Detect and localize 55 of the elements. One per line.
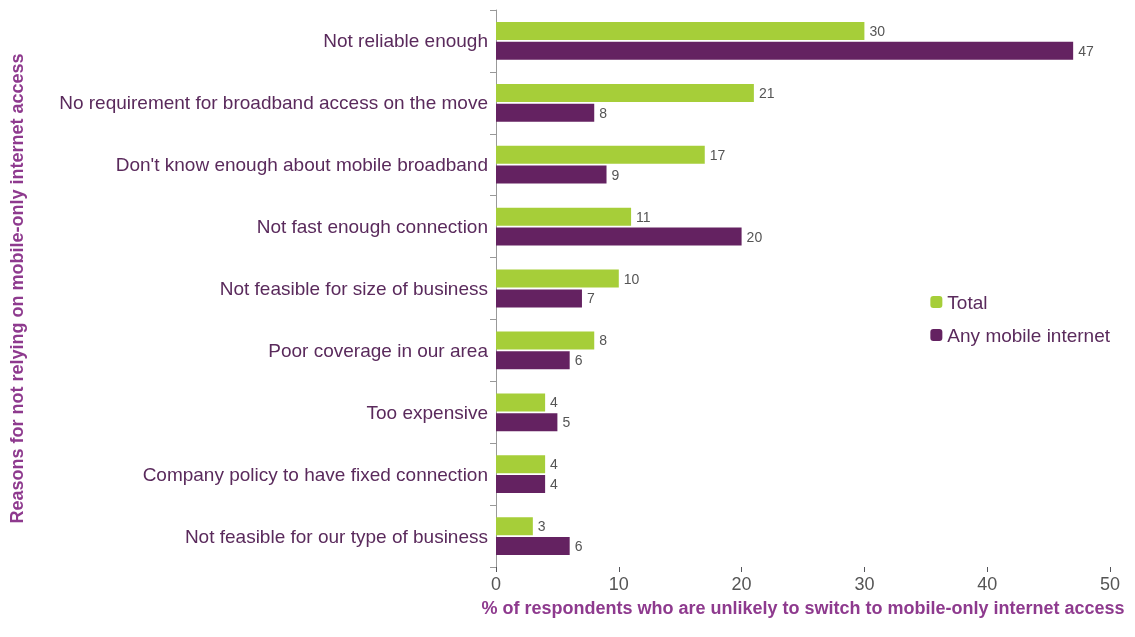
data-label: 4 [550, 476, 559, 493]
bar [496, 207, 632, 226]
bar [496, 351, 570, 370]
y-tick-label: Not feasible for our type of business [184, 525, 488, 547]
data-label: 21 [758, 84, 775, 101]
data-label: 47 [1078, 42, 1094, 59]
y-tick-label: Don't know enough about mobile broadband [115, 154, 488, 176]
bar [496, 145, 705, 164]
data-label: 4 [550, 394, 559, 411]
bar [496, 517, 533, 536]
x-tick-label: 10 [608, 574, 629, 594]
data-label: 6 [574, 352, 583, 369]
bar [496, 227, 742, 246]
bar [496, 455, 546, 474]
x-tick-label: 20 [731, 574, 752, 594]
data-label: 30 [869, 23, 886, 40]
data-label: 8 [599, 104, 608, 121]
data-label: 5 [562, 414, 571, 431]
data-label: 8 [599, 332, 608, 349]
bar [496, 393, 546, 412]
data-label: 10 [623, 270, 640, 287]
bar [496, 331, 595, 350]
bar [496, 165, 607, 184]
legend-label: Any mobile internet [947, 324, 1111, 346]
data-label: 3 [537, 518, 546, 535]
y-tick-label: Not feasible for size of business [219, 278, 488, 299]
data-label: 11 [636, 208, 651, 225]
bar [496, 41, 1074, 60]
legend-label: Total [947, 291, 988, 313]
bar [496, 289, 582, 308]
bar [496, 83, 754, 102]
data-label: 6 [574, 537, 583, 554]
data-label: 9 [611, 166, 620, 183]
y-tick-label: Company policy to have fixed connection [142, 463, 488, 485]
data-label: 20 [746, 228, 763, 245]
y-tick-label: Not reliable enough [323, 30, 488, 52]
y-tick-label: Too expensive [366, 401, 488, 423]
x-tick-label: 40 [977, 574, 998, 594]
bar [496, 269, 619, 288]
bar [496, 103, 595, 122]
data-label: 7 [586, 290, 595, 307]
y-tick-label: No requirement for broadband access on the move [59, 92, 488, 114]
x-tick-label: 30 [854, 574, 875, 594]
bar [496, 536, 570, 555]
y-tick-label: Not fast enough connection [256, 216, 488, 238]
y-axis-title: Reasons for not relying on mobile-only internet access [7, 53, 27, 524]
data-label: 4 [550, 456, 559, 473]
bar [496, 22, 865, 41]
data-label: 17 [709, 146, 726, 163]
y-tick-label: Poor coverage in our area [268, 339, 489, 361]
bar [496, 475, 546, 494]
x-tick-label: 0 [490, 574, 502, 594]
bar [496, 413, 558, 432]
x-axis-title: % of respondents who are unlikely to switch to mobile-only internet access [481, 598, 1125, 618]
x-tick-label: 50 [1099, 574, 1121, 594]
